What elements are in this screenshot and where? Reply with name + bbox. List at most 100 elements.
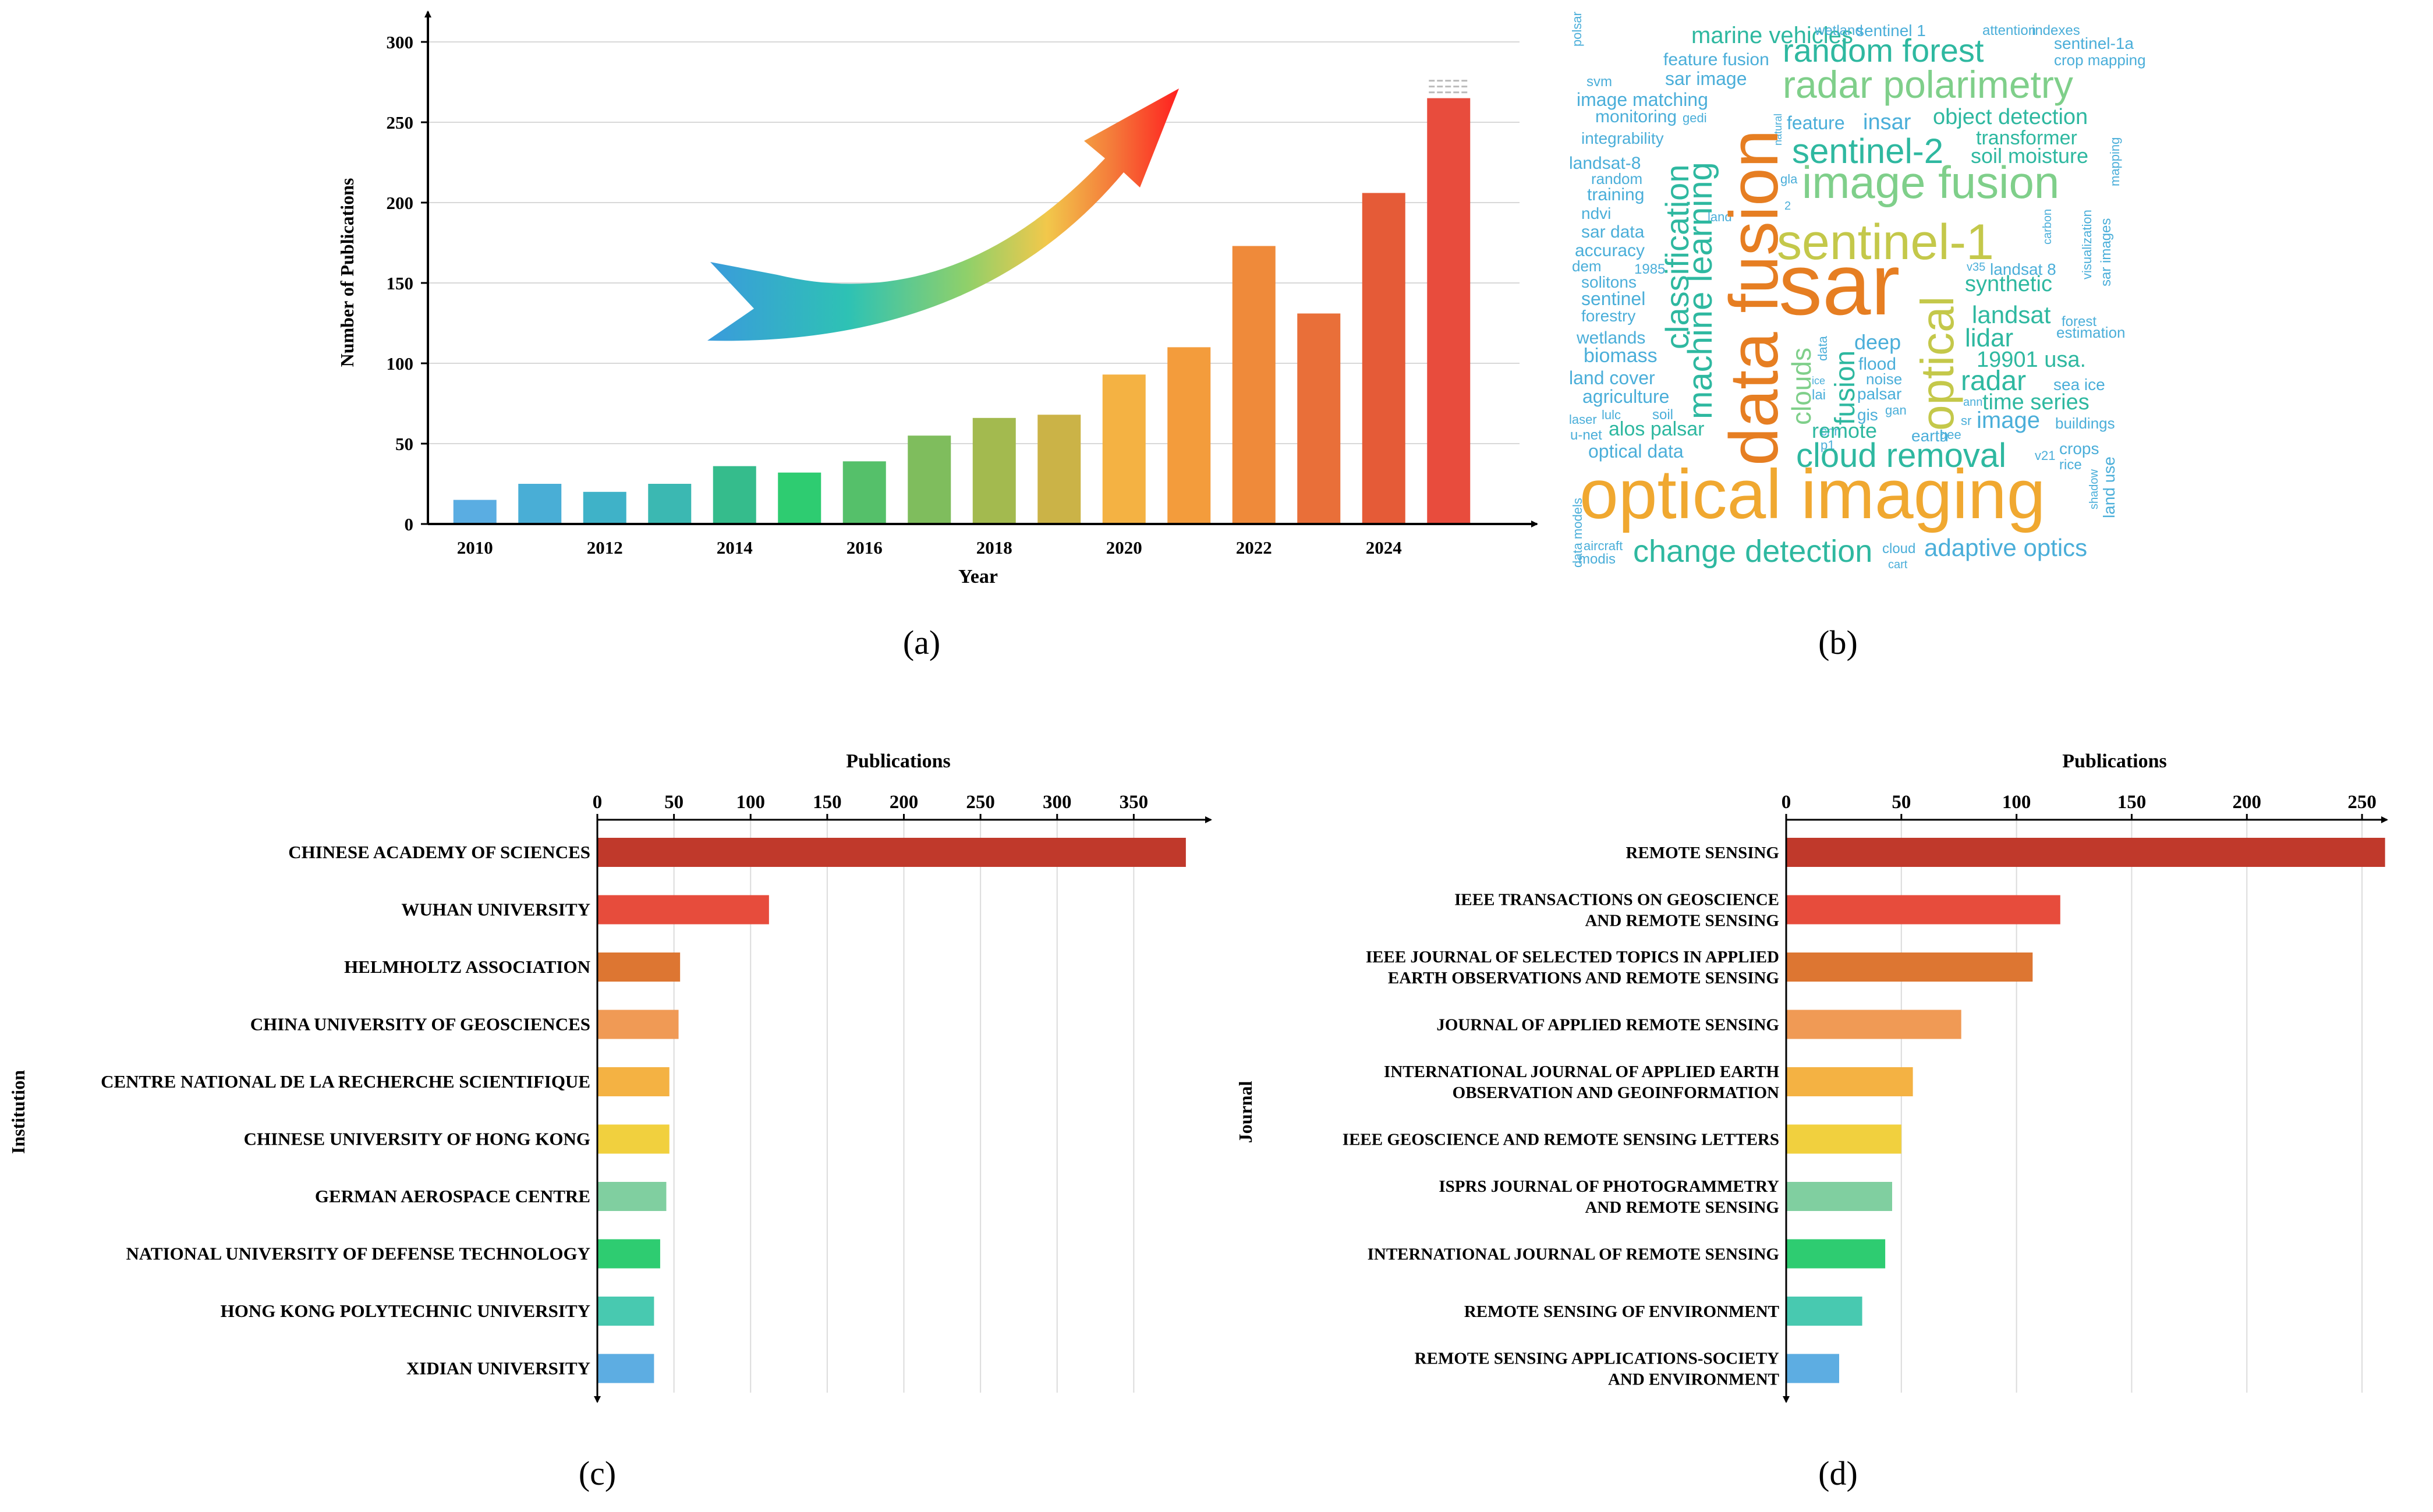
bar-2023	[1297, 313, 1341, 524]
bar-rank-2	[1786, 895, 2060, 925]
bar-2019	[1037, 415, 1081, 524]
chart-d-axes	[1783, 816, 2388, 1403]
word-cloud-term: sar images	[2098, 218, 2114, 286]
word-cloud-term: land	[1708, 210, 1732, 224]
category-label: EARTH OBSERVATIONS AND REMOTE SENSING	[1388, 969, 1779, 987]
category-label: CHINESE ACADEMY OF SCIENCES	[288, 842, 590, 862]
bar-2016	[842, 461, 886, 524]
word-cloud-term: gis	[1857, 406, 1878, 424]
word-cloud-term: polsar	[1570, 12, 1584, 47]
word-cloud-term: data fusion	[1716, 130, 1793, 466]
word-cloud-term: cnn	[1821, 424, 1841, 438]
x-tick-label: 250	[2347, 792, 2377, 813]
bar-rank-8	[597, 1239, 660, 1269]
word-cloud-term: mapping	[2108, 137, 2122, 186]
word-cloud-term: sea ice	[2053, 376, 2105, 394]
word-cloud-term: 2	[1784, 200, 1791, 213]
word-cloud-term: gee	[1940, 427, 1961, 442]
word-cloud-term: fusion	[1830, 350, 1861, 425]
panel-label-c: (c)	[579, 1454, 616, 1492]
bar-2013	[648, 484, 692, 524]
bar-2010	[453, 500, 497, 524]
chart-d-x-axis-title: Publications	[2062, 750, 2166, 772]
word-cloud-term: forestry	[1581, 307, 1635, 325]
chart-c-category-labels: CHINESE ACADEMY OF SCIENCES WUHAN UNIVERS…	[101, 842, 590, 1379]
chart-a-y-axis-label: Number of Publications	[337, 178, 357, 367]
word-cloud-term: sentinel	[1581, 288, 1645, 309]
word-cloud-term: natural	[1772, 114, 1784, 146]
word-cloud-term: ice	[1812, 375, 1825, 387]
word-cloud-term: object detection	[1933, 105, 2088, 129]
chart-c-y-axis-label: Institution	[8, 1070, 29, 1154]
word-cloud-term: soil	[1652, 407, 1673, 423]
category-label: CHINESE UNIVERSITY OF HONG KONG	[244, 1129, 590, 1149]
word-cloud-term: cloud	[1882, 541, 1915, 557]
word-cloud-term: p1	[1821, 438, 1835, 452]
x-tick-label: 2010	[457, 537, 493, 558]
word-cloud-term: machine learning	[1681, 162, 1719, 419]
category-label: HONG KONG POLYTECHNIC UNIVERSITY	[221, 1301, 590, 1321]
word-cloud-term: crops	[2059, 440, 2099, 458]
word-cloud-term: u-net	[1570, 427, 1602, 443]
x-tick-label: 200	[890, 792, 919, 813]
chart-c: Publications 0 50 100 150 200 250 300 350 CHINE…	[8, 750, 1212, 1403]
word-cloud-term: radar polarimetry	[1783, 63, 2073, 106]
word-cloud-term: estimation	[2056, 324, 2126, 341]
x-tick-label: 350	[1120, 792, 1149, 813]
bar-rank-7	[597, 1182, 667, 1211]
x-tick-label: 100	[2002, 792, 2031, 813]
word-cloud-term: radar	[1961, 366, 2026, 396]
bar-rank-9	[597, 1297, 654, 1326]
word-cloud-term: 19901 usa.	[1977, 348, 2086, 372]
bar-rank-4	[1786, 1010, 1961, 1039]
category-label: AND REMOTE SENSING	[1585, 1198, 1779, 1217]
y-tick-label: 250	[387, 112, 414, 133]
word-cloud-term: data	[1815, 335, 1830, 361]
y-tick-label: 100	[387, 353, 414, 374]
word-cloud-term: 1985	[1634, 261, 1665, 277]
bar-rank-6	[597, 1124, 670, 1154]
category-label: REMOTE SENSING APPLICATIONS-SOCIETY	[1415, 1350, 1779, 1368]
panel-label-a: (a)	[903, 624, 940, 661]
word-cloud-term: gan	[1885, 403, 1907, 417]
x-tick-label: 2014	[717, 537, 753, 558]
word-cloud-term: adaptive optics	[1924, 534, 2087, 561]
word-cloud-term: time series	[1982, 390, 2090, 415]
bar-rank-5	[597, 1067, 670, 1096]
word-cloud-term: gedi	[1683, 111, 1707, 125]
chart-a-bars	[453, 80, 1471, 525]
word-cloud-term: v21	[2035, 448, 2055, 463]
chart-c-x-axis-title: Publications	[846, 750, 950, 772]
category-label: CHINA UNIVERSITY OF GEOSCIENCES	[250, 1014, 590, 1035]
bar-2020	[1102, 374, 1146, 524]
word-cloud-term: lulc	[1602, 408, 1621, 422]
word-cloud-term: visualization	[2080, 210, 2094, 279]
panel-label-b: (b)	[1818, 624, 1858, 661]
word-cloud-term: marine vehicles	[1691, 23, 1853, 48]
word-cloud-term: sar image	[1665, 68, 1747, 89]
chart-d: Publications 0 50 100 150 200 250 REMOTE SENS…	[1235, 750, 2388, 1403]
x-tick-label: 2012	[587, 537, 623, 558]
word-cloud-term: optical imaging	[1579, 455, 2045, 533]
word-cloud-term: sar data	[1581, 222, 1645, 242]
category-label: HELMHOLTZ ASSOCIATION	[344, 957, 590, 977]
x-tick-label: 2018	[976, 537, 1012, 558]
word-cloud-term: crop mapping	[2054, 51, 2146, 69]
x-tick-label: 0	[593, 792, 603, 813]
word-cloud-term: data models	[1570, 498, 1585, 568]
word-cloud-term: earth	[1911, 427, 1949, 445]
bar-rank-10	[1786, 1354, 1839, 1383]
bar-rank-5	[1786, 1067, 1913, 1096]
word-cloud-term: feature	[1787, 112, 1845, 133]
category-label: JOURNAL OF APPLIED REMOTE SENSING	[1436, 1016, 1779, 1035]
word-cloud-term: accuracy	[1575, 241, 1645, 260]
bar-rank-10	[597, 1354, 654, 1383]
category-label: WUHAN UNIVERSITY	[401, 900, 590, 920]
word-cloud-term: optical	[1911, 296, 1963, 431]
word-cloud-term: modis	[1578, 551, 1616, 567]
bar-2015	[778, 472, 821, 524]
chart-a-y-tick-labels: 0 50 100 150 200 250 300	[387, 32, 428, 534]
word-cloud-term: remote	[1812, 419, 1877, 442]
category-label: REMOTE SENSING	[1626, 844, 1779, 862]
